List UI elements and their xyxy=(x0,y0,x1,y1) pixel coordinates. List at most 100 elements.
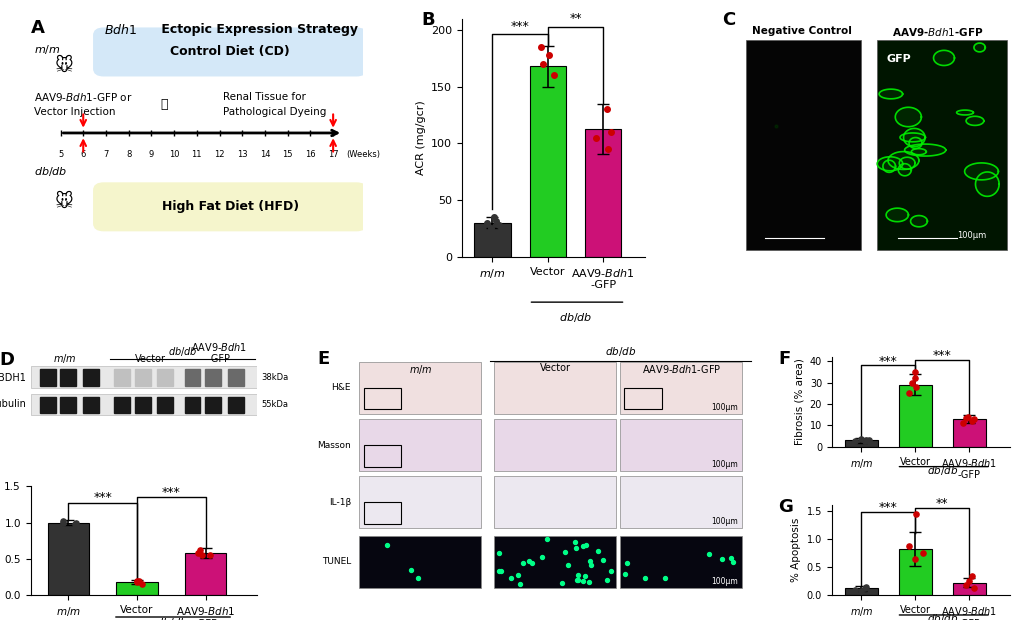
Text: $db/db$: $db/db$ xyxy=(167,345,197,358)
Bar xyxy=(48,523,89,595)
Text: **: ** xyxy=(935,497,948,510)
Point xyxy=(954,418,970,428)
Text: $db/db$: $db/db$ xyxy=(926,464,957,477)
Point xyxy=(619,559,635,569)
Point xyxy=(965,583,981,593)
Bar xyxy=(135,370,151,386)
Text: 100μm: 100μm xyxy=(710,517,738,526)
Polygon shape xyxy=(888,151,918,169)
FancyBboxPatch shape xyxy=(876,40,1006,250)
Text: $db/db$: $db/db$ xyxy=(926,612,957,620)
Point xyxy=(852,435,868,445)
Y-axis label: % Apoptosis: % Apoptosis xyxy=(791,518,800,582)
Point xyxy=(963,416,979,426)
FancyBboxPatch shape xyxy=(31,394,257,415)
Y-axis label: Fibrosis (% area): Fibrosis (% area) xyxy=(794,358,803,445)
Polygon shape xyxy=(878,89,902,99)
Text: ***: *** xyxy=(878,355,897,368)
Bar xyxy=(184,553,226,595)
FancyBboxPatch shape xyxy=(493,536,615,588)
Text: $Bdh1$: $Bdh1$ xyxy=(104,24,137,37)
Bar xyxy=(135,397,151,413)
Point xyxy=(192,545,208,555)
Polygon shape xyxy=(932,50,954,66)
Point xyxy=(656,573,673,583)
Text: A: A xyxy=(31,19,45,37)
Text: 12: 12 xyxy=(214,149,224,159)
FancyBboxPatch shape xyxy=(94,183,366,231)
Point xyxy=(713,554,730,564)
Bar xyxy=(205,397,221,413)
Point xyxy=(555,547,572,557)
Point xyxy=(598,575,614,585)
Point xyxy=(577,540,593,550)
Point xyxy=(541,50,557,60)
Text: 6: 6 xyxy=(81,149,86,159)
Point xyxy=(502,573,519,583)
Point xyxy=(510,570,526,580)
Bar xyxy=(474,223,510,257)
Text: Tubulin: Tubulin xyxy=(0,399,26,409)
Point xyxy=(906,367,922,377)
Point xyxy=(493,565,510,575)
Text: 15: 15 xyxy=(282,149,292,159)
Text: $m/m$: $m/m$ xyxy=(34,43,60,56)
Bar xyxy=(184,397,201,413)
Bar xyxy=(899,385,930,447)
Text: 38kDa: 38kDa xyxy=(262,373,288,383)
Point xyxy=(479,218,495,228)
Bar xyxy=(157,397,173,413)
Bar xyxy=(114,397,130,413)
Bar xyxy=(184,370,201,386)
Text: 🐭: 🐭 xyxy=(54,193,73,211)
Point xyxy=(857,582,873,591)
Point xyxy=(906,554,922,564)
Text: **: ** xyxy=(569,12,581,25)
Text: $m/m$: $m/m$ xyxy=(409,363,432,376)
Point xyxy=(574,541,590,551)
Point xyxy=(846,585,862,595)
Polygon shape xyxy=(956,110,972,115)
FancyBboxPatch shape xyxy=(620,361,742,414)
FancyBboxPatch shape xyxy=(31,366,257,388)
Point xyxy=(616,569,633,579)
Text: 100μm: 100μm xyxy=(956,231,985,240)
FancyBboxPatch shape xyxy=(493,476,615,528)
Point xyxy=(532,42,548,52)
Point xyxy=(403,565,419,575)
Text: Pathological Dyeing: Pathological Dyeing xyxy=(223,107,326,117)
Bar xyxy=(60,397,75,413)
Text: AAV9-$Bdh1$-GFP: AAV9-$Bdh1$-GFP xyxy=(892,26,983,38)
Point xyxy=(570,570,586,580)
Point xyxy=(574,576,590,586)
Point xyxy=(567,538,583,547)
Bar xyxy=(227,397,244,413)
Point xyxy=(846,436,862,446)
Point xyxy=(491,220,507,230)
Point xyxy=(410,572,426,582)
FancyBboxPatch shape xyxy=(620,419,742,471)
Polygon shape xyxy=(903,128,924,146)
Point xyxy=(960,576,976,586)
Polygon shape xyxy=(908,138,921,148)
Text: ***: *** xyxy=(932,349,951,362)
Point xyxy=(857,435,873,445)
Point xyxy=(700,549,716,559)
Text: H&E: H&E xyxy=(331,383,351,392)
FancyBboxPatch shape xyxy=(493,419,615,471)
Text: BDH1: BDH1 xyxy=(0,373,26,383)
FancyBboxPatch shape xyxy=(620,476,742,528)
Text: 5: 5 xyxy=(58,149,63,159)
Point xyxy=(965,414,981,424)
Bar xyxy=(40,397,55,413)
Text: (Weeks): (Weeks) xyxy=(346,149,380,159)
Point xyxy=(856,436,872,446)
Point xyxy=(582,556,598,566)
Point xyxy=(487,216,503,226)
Text: 11: 11 xyxy=(192,149,202,159)
Point xyxy=(570,575,586,585)
Text: Renal Tissue for: Renal Tissue for xyxy=(223,92,306,102)
FancyBboxPatch shape xyxy=(359,476,481,528)
Point xyxy=(534,552,550,562)
FancyBboxPatch shape xyxy=(359,419,481,471)
